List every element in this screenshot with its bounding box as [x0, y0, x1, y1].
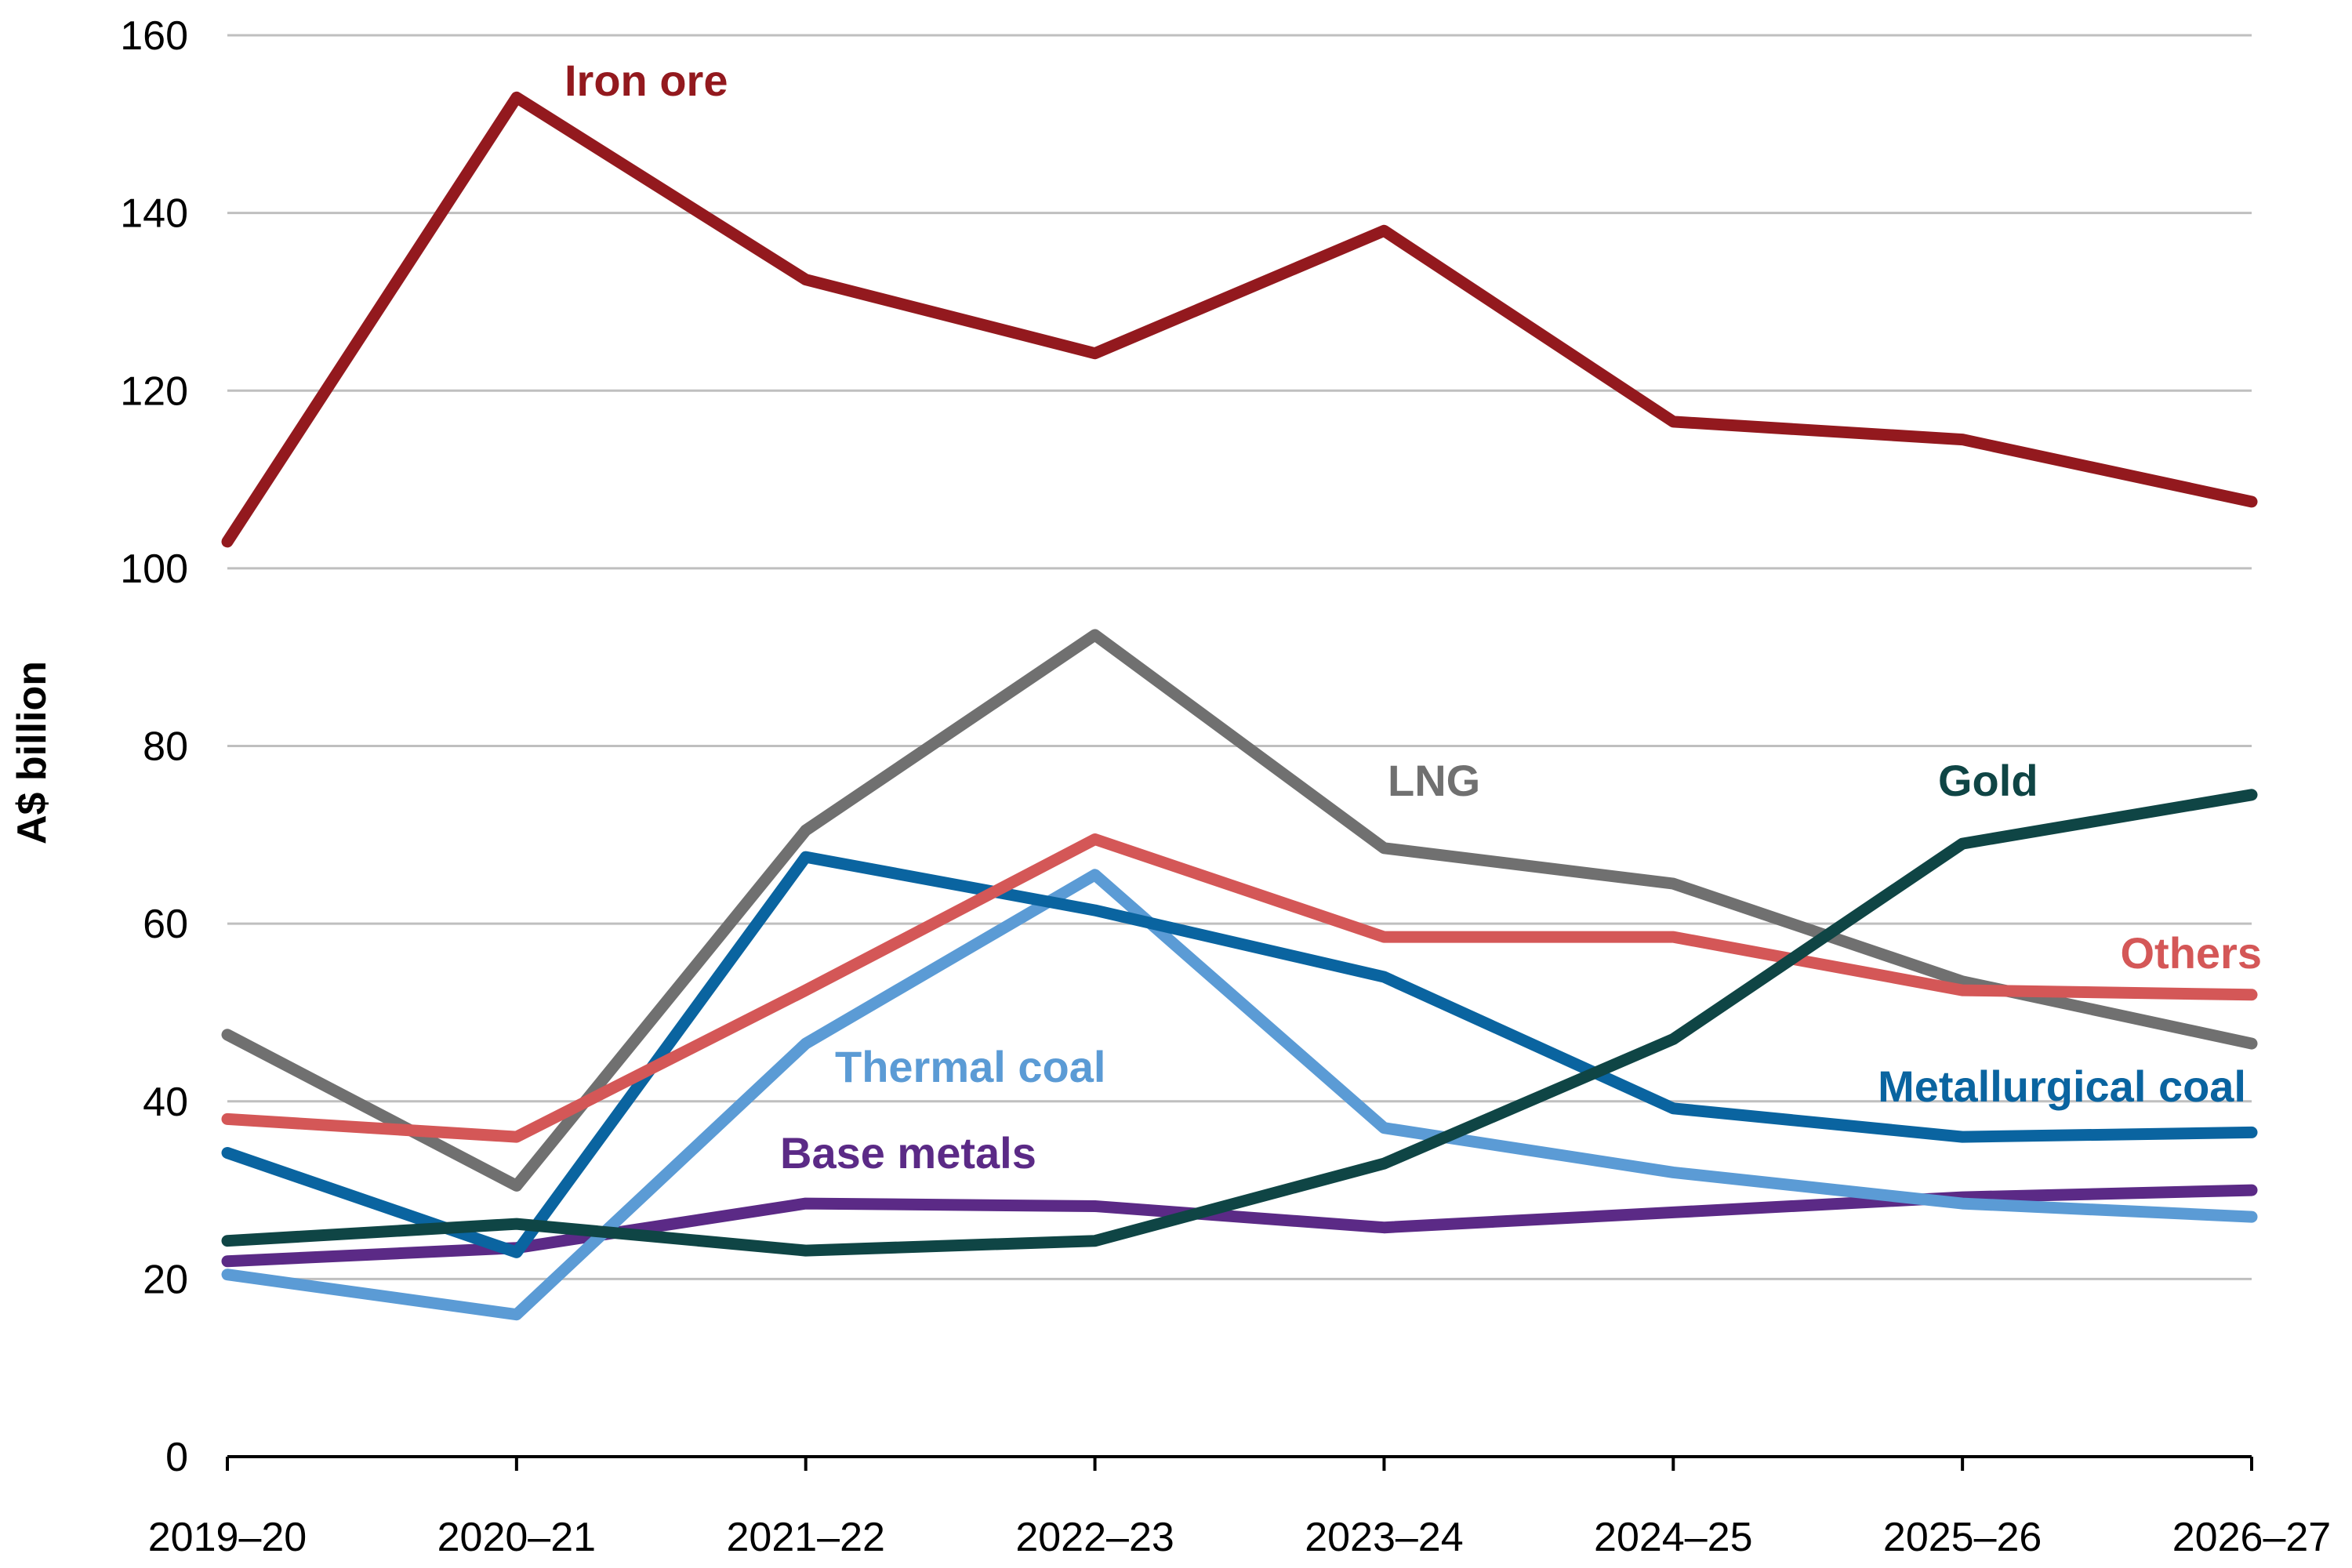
- series-label-lng: LNG: [1388, 756, 1480, 805]
- series-lines: [221, 91, 2258, 1321]
- series-labels: LNG Base metals Thermal coal Metallurgical …: [564, 56, 2262, 1178]
- y-tick-label: 20: [143, 1257, 188, 1302]
- series-label-metallurgical-coal: Metallurgical coal: [1878, 1062, 2246, 1111]
- x-tick-label: 2025–26: [1883, 1515, 2042, 1560]
- y-tick-label: 60: [143, 902, 188, 947]
- series-line-thermal-coal: [221, 869, 2258, 1321]
- y-tick-label: 40: [143, 1080, 188, 1125]
- y-tick-label: 160: [120, 13, 188, 59]
- series-line-gold: [221, 789, 2258, 1257]
- x-tick-label: 2026–27: [2172, 1515, 2331, 1560]
- series-line-iron-ore: [221, 91, 2258, 548]
- y-axis-title: A$ billion: [9, 661, 55, 844]
- axes: 0 20 40 60 80 100 120 140 160 2019–20 2020–21 2021–…: [120, 13, 2331, 1560]
- y-tick-label: 120: [120, 368, 188, 414]
- y-tick-label: 80: [143, 724, 188, 770]
- series-label-iron-ore: Iron ore: [564, 56, 728, 105]
- y-tick-label: 140: [120, 191, 188, 237]
- x-tick-label: 2024–25: [1594, 1515, 1752, 1560]
- y-tick-label: 0: [165, 1435, 188, 1480]
- x-tick-label: 2020–21: [437, 1515, 596, 1560]
- series-line-metallurgical-coal: [221, 851, 2258, 1258]
- x-tick-label: 2019–20: [148, 1515, 307, 1560]
- x-tick-label: 2022–23: [1015, 1515, 1174, 1560]
- x-tick-label: 2023–24: [1305, 1515, 1463, 1560]
- x-tick-label: 2021–22: [726, 1515, 884, 1560]
- y-tick-label: 100: [120, 546, 188, 592]
- series-line-others: [221, 833, 2258, 1143]
- series-label-thermal-coal: Thermal coal: [835, 1042, 1105, 1091]
- series-line-lng: [221, 629, 2258, 1192]
- series-label-base-metals: Base metals: [780, 1128, 1036, 1178]
- series-label-others: Others: [2121, 928, 2263, 978]
- series-label-gold: Gold: [1938, 756, 2038, 805]
- gridlines: [227, 34, 2252, 1280]
